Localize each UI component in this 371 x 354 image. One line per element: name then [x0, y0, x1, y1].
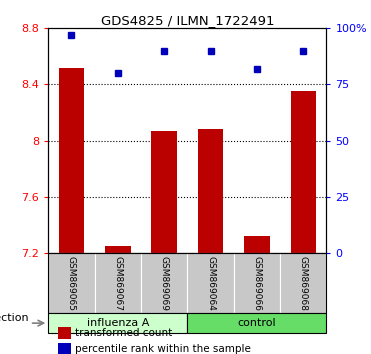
- Bar: [187, 313, 326, 333]
- Bar: [141, 253, 187, 313]
- Bar: [105, 246, 131, 253]
- Text: GSM869064: GSM869064: [206, 256, 215, 310]
- Text: GSM869066: GSM869066: [252, 256, 262, 310]
- Text: infection: infection: [0, 313, 29, 323]
- Bar: [58, 327, 72, 339]
- Bar: [244, 236, 270, 253]
- Bar: [187, 253, 234, 313]
- Text: GSM869069: GSM869069: [160, 256, 169, 310]
- Bar: [59, 68, 84, 253]
- Text: percentile rank within the sample: percentile rank within the sample: [75, 343, 251, 354]
- Bar: [95, 253, 141, 313]
- Bar: [280, 253, 326, 313]
- Bar: [151, 131, 177, 253]
- Title: GDS4825 / ILMN_1722491: GDS4825 / ILMN_1722491: [101, 14, 274, 27]
- Bar: [290, 91, 316, 253]
- Text: GSM869065: GSM869065: [67, 256, 76, 310]
- Bar: [48, 253, 95, 313]
- Text: GSM869068: GSM869068: [299, 256, 308, 310]
- Text: GSM869067: GSM869067: [113, 256, 122, 310]
- Bar: [234, 253, 280, 313]
- Bar: [48, 253, 326, 313]
- Bar: [198, 129, 223, 253]
- Text: control: control: [237, 318, 276, 328]
- Text: transformed count: transformed count: [75, 328, 173, 338]
- Bar: [58, 343, 72, 354]
- Bar: [48, 313, 187, 333]
- Text: influenza A: influenza A: [86, 318, 149, 328]
